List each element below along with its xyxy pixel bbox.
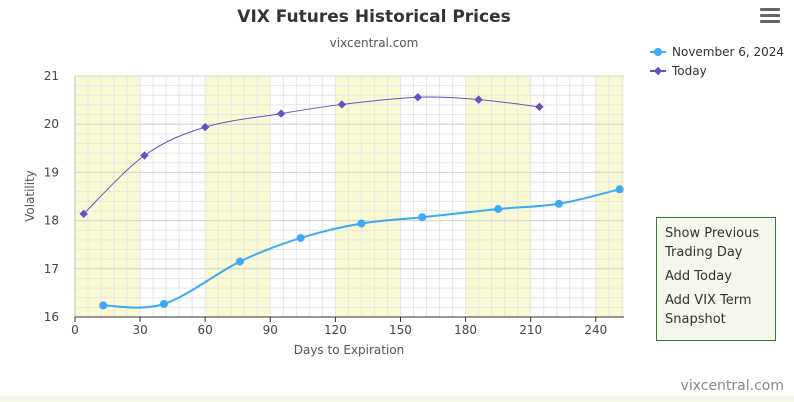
- add-today-button[interactable]: Add Today: [665, 269, 732, 284]
- point-1-0: [79, 209, 88, 219]
- point-0-6: [494, 205, 503, 214]
- y-axis-title: Volatility: [23, 170, 37, 222]
- chart-grid: [74, 75, 624, 318]
- y-tick-label: 21: [44, 69, 59, 83]
- point-1-4: [337, 100, 347, 109]
- series-layer: [79, 93, 624, 310]
- footer-strip: [0, 396, 794, 402]
- point-0-3: [296, 233, 305, 242]
- point-0-0: [99, 301, 108, 310]
- point-0-1: [159, 299, 168, 308]
- point-0-7: [554, 199, 563, 208]
- x-tick-label: 120: [324, 323, 347, 337]
- point-1-5: [413, 93, 423, 102]
- point-1-6: [474, 95, 483, 104]
- band-1: [205, 76, 271, 317]
- expiration-bands: [75, 76, 624, 317]
- point-0-5: [418, 213, 427, 222]
- band-4: [595, 76, 624, 317]
- band-0: [75, 76, 141, 317]
- y-tick-label: 16: [44, 310, 59, 324]
- x-tick-label: 180: [454, 323, 477, 337]
- legend-marker-1: [653, 66, 663, 76]
- x-tick-label: 90: [263, 323, 278, 337]
- x-tick-label: 210: [519, 323, 542, 337]
- y-tick-label: 19: [44, 165, 59, 179]
- chart-legend[interactable]: November 6, 2024 Today: [650, 45, 784, 78]
- y-tick-label: 20: [44, 117, 59, 131]
- show-previous-label[interactable]: Show Previous: [665, 226, 760, 241]
- x-tick-label: 150: [389, 323, 412, 337]
- x-axis-title: Days to Expiration: [294, 343, 405, 357]
- add-vix-term-label[interactable]: Add VIX Term: [665, 293, 752, 308]
- x-tick-label: 0: [71, 323, 79, 337]
- legend-label-1: Today: [671, 64, 707, 78]
- legend-label-0: November 6, 2024: [672, 45, 784, 59]
- band-3: [465, 76, 531, 317]
- point-1-3: [276, 109, 286, 118]
- chart-axes: 0 30 60 90 120 150 180 210 240 16 17 18 19 20 21: [44, 69, 624, 337]
- y-tick-label: 17: [44, 262, 59, 276]
- chart-title: VIX Futures Historical Prices: [237, 7, 510, 27]
- y-tick-label: 18: [44, 214, 59, 228]
- legend-marker-0: [654, 48, 662, 56]
- point-0-4: [357, 219, 366, 228]
- band-2: [335, 76, 401, 317]
- x-tick-label: 30: [132, 323, 147, 337]
- chart-subtitle: vixcentral.com: [330, 36, 419, 50]
- snapshot-menu: Show Previous Trading Day Add Today Add …: [656, 217, 776, 341]
- x-tick-label: 240: [584, 323, 607, 337]
- point-0-2: [235, 257, 244, 266]
- point-0-8: [615, 185, 624, 194]
- point-1-1: [140, 151, 149, 160]
- x-tick-label: 60: [198, 323, 213, 337]
- hamburger-menu-icon[interactable]: [760, 8, 780, 26]
- point-1-7: [535, 102, 544, 112]
- trading-day-label[interactable]: Trading Day: [665, 245, 743, 260]
- point-1-2: [200, 122, 210, 132]
- credit-link[interactable]: vixcentral.com: [680, 378, 784, 394]
- snapshot-label[interactable]: Snapshot: [665, 312, 726, 327]
